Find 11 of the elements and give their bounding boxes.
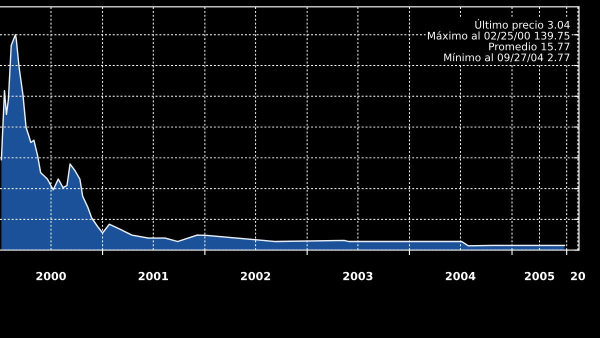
text: Último precio 3.04	[475, 18, 570, 31]
x-tick-label: 2004	[446, 272, 476, 280]
annotation: Mínimo al 09/27/04 2.77	[444, 52, 570, 62]
x-tick-label: 2003	[343, 272, 372, 280]
x-tick-label: 2005	[524, 272, 554, 280]
x-tick-label: 2001	[138, 272, 168, 280]
x-tick-label: 2000	[36, 272, 66, 280]
x-tick-label: 2002	[241, 272, 270, 280]
x-tick-label: 20	[571, 272, 586, 280]
annotation: Máximo al 02/25/00 139.75	[428, 31, 570, 40]
annotation: Promedio 15.77	[489, 42, 570, 50]
